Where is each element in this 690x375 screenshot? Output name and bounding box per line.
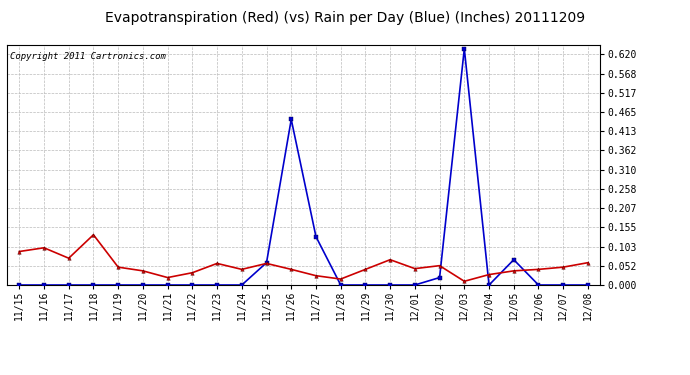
Text: Copyright 2011 Cartronics.com: Copyright 2011 Cartronics.com <box>10 52 166 61</box>
Text: Evapotranspiration (Red) (vs) Rain per Day (Blue) (Inches) 20111209: Evapotranspiration (Red) (vs) Rain per D… <box>105 11 585 25</box>
